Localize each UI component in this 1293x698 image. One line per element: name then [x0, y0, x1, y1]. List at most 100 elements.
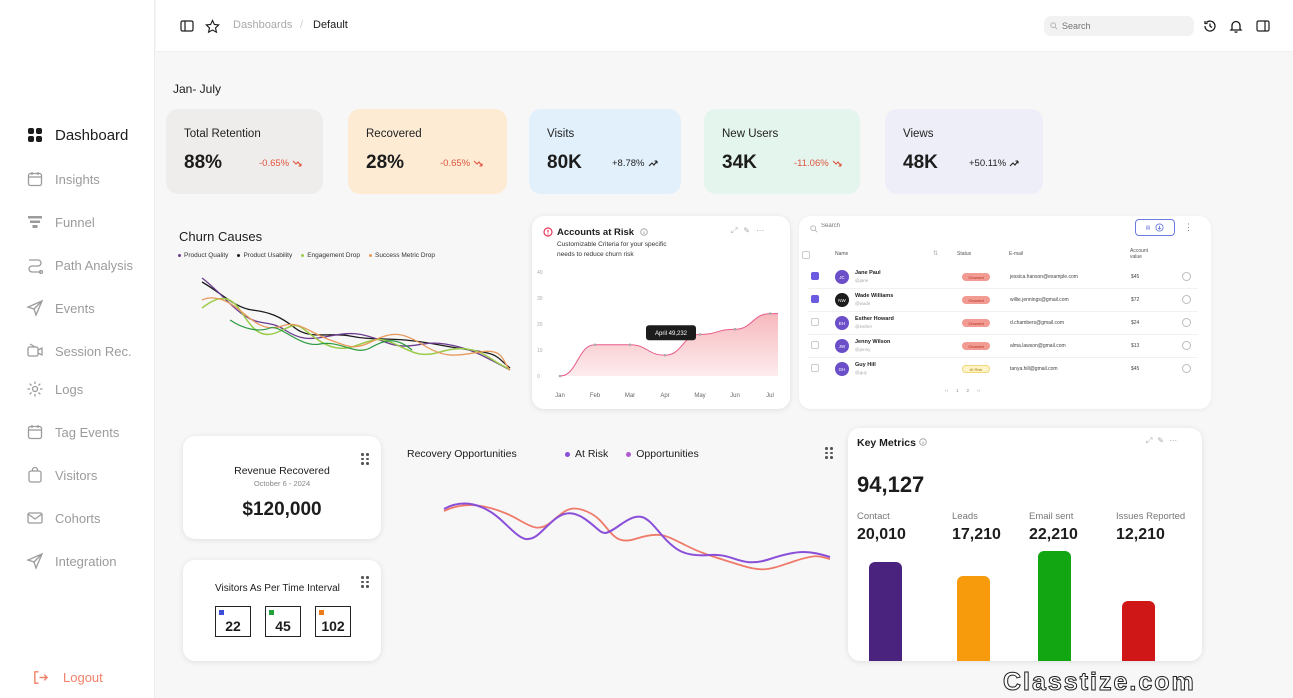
- metric-value: 20,010: [857, 526, 906, 543]
- more-vertical-icon[interactable]: ⋮: [1184, 222, 1193, 232]
- breadcrumb-parent[interactable]: Dashboards: [233, 19, 293, 31]
- y-tick-label: 40: [537, 270, 543, 276]
- search-box[interactable]: [1044, 16, 1194, 36]
- table-row[interactable]: JC Jane Paul @jane Churned jessica.hanso…: [808, 266, 1198, 289]
- table-row[interactable]: JW Jenny Wilson @jenny Churned alma.laws…: [808, 335, 1198, 358]
- recovery-title: Recovery Opportunities: [407, 448, 517, 460]
- series-line-opportunities: [443, 504, 831, 571]
- edit-icon[interactable]: ✎: [743, 226, 751, 235]
- col-header-name[interactable]: Name: [835, 251, 849, 257]
- funnel-icon: [28, 216, 42, 228]
- pagination: ‹‹ 1 2 ››: [945, 388, 980, 393]
- select-all-checkbox[interactable]: [802, 251, 810, 259]
- bar-issues-reported: [1122, 600, 1155, 661]
- color-swatch: [319, 610, 324, 615]
- row-checkbox[interactable]: [811, 318, 819, 326]
- sidebar-item-tag-events[interactable]: Tag Events: [26, 423, 119, 441]
- sidebar-item-cohorts[interactable]: Cohorts: [26, 509, 101, 527]
- row-checkbox[interactable]: [811, 341, 819, 349]
- avatar: GH: [835, 362, 849, 376]
- watermark: Classtize.com: [1003, 668, 1196, 697]
- history-icon[interactable]: [1201, 17, 1219, 35]
- edit-icon[interactable]: ✎: [1157, 436, 1165, 445]
- status-badge: Churned: [962, 319, 990, 327]
- col-header-email[interactable]: E-mail: [1009, 251, 1024, 257]
- bell-icon[interactable]: [1227, 17, 1245, 35]
- table-action-button[interactable]: ▤: [1135, 219, 1175, 236]
- page-prev[interactable]: ‹‹: [945, 388, 948, 393]
- stat-value: 88%: [184, 152, 223, 173]
- panel-toggle-icon[interactable]: [1254, 17, 1272, 35]
- table-row[interactable]: EH Esther Howard @esther Churned d.chamb…: [808, 312, 1198, 335]
- row-action-icon[interactable]: [1182, 341, 1191, 350]
- table-row[interactable]: NW Wade Williams @wade Churned willie.je…: [808, 289, 1198, 312]
- sidebar-item-integration[interactable]: Integration: [26, 552, 116, 570]
- sidebar-item-path-analysis[interactable]: Path Analysis: [26, 256, 133, 274]
- accounts-table-card: ▤ ⋮ Name ⇅ Status E-mail Account value ‹…: [799, 216, 1211, 409]
- expand-icon[interactable]: ⤢: [731, 226, 738, 235]
- breadcrumb-current: Default: [313, 19, 348, 31]
- row-action-icon[interactable]: [1182, 295, 1191, 304]
- y-tick-label: 0: [537, 374, 540, 380]
- x-tick-label: Jul: [766, 393, 774, 399]
- x-tick-label: Apr: [660, 393, 669, 399]
- x-tick-label: May: [694, 393, 705, 399]
- interval-box: 45: [265, 606, 301, 637]
- sidebar-item-visitors[interactable]: Visitors: [26, 466, 97, 484]
- sidebar-item-session-rec[interactable]: Session Rec.: [26, 342, 132, 360]
- data-point: [628, 343, 632, 347]
- data-point: [593, 343, 597, 347]
- sidebar-toggle-icon[interactable]: [178, 17, 196, 35]
- star-icon[interactable]: [203, 17, 221, 35]
- key-metrics-total: 94,127: [857, 472, 925, 497]
- row-action-icon[interactable]: [1182, 272, 1191, 281]
- sidebar-item-events[interactable]: Events: [26, 299, 95, 317]
- col-header-status[interactable]: Status: [957, 251, 972, 257]
- sidebar-item-funnel[interactable]: Funnel: [26, 213, 95, 231]
- legend-label: Product Quality: [184, 252, 229, 259]
- page-next[interactable]: ››: [977, 388, 981, 393]
- row-email: alma.lawson@gmail.com: [1010, 343, 1066, 349]
- row-action-icon[interactable]: [1182, 318, 1191, 327]
- sidebar-item-insights[interactable]: Insights: [26, 170, 100, 188]
- row-checkbox[interactable]: [811, 272, 819, 280]
- row-checkbox[interactable]: [811, 295, 819, 303]
- more-icon[interactable]: ⋯: [756, 226, 765, 235]
- stat-card-visits: Visits 80K +8.78%: [529, 109, 681, 194]
- search-input[interactable]: [1062, 21, 1172, 31]
- row-name: Jenny Wilson: [855, 339, 891, 345]
- sort-icon[interactable]: ⇅: [933, 251, 939, 257]
- row-username: @jane: [855, 278, 869, 283]
- calendar-icon: [27, 172, 43, 187]
- x-tick-label: Feb: [590, 393, 601, 399]
- expand-icon[interactable]: ⤢: [1146, 436, 1153, 445]
- row-amount: $13: [1131, 343, 1140, 349]
- row-checkbox[interactable]: [811, 364, 819, 372]
- trend-up-icon: [648, 160, 658, 167]
- row-email: tanya.hill@gmail.com: [1010, 366, 1058, 372]
- sidebar-item-label: Visitors: [55, 467, 98, 483]
- stat-change: -0.65%: [440, 158, 483, 169]
- sidebar-item-logs[interactable]: Logs: [26, 380, 83, 398]
- search-icon: [1050, 22, 1058, 30]
- info-icon[interactable]: [640, 228, 648, 236]
- y-tick-label: 20: [537, 322, 543, 328]
- more-icon[interactable]: ⋯: [1169, 436, 1178, 445]
- sidebar-item-dashboard[interactable]: Dashboard: [26, 126, 128, 144]
- table-search-input[interactable]: [821, 223, 901, 229]
- breadcrumb-separator: /: [300, 19, 304, 31]
- stat-value: 48K: [903, 152, 938, 173]
- page-2[interactable]: 2: [966, 388, 970, 393]
- page-1[interactable]: 1: [956, 388, 959, 393]
- row-email: d.chambers@gmail.com: [1010, 320, 1064, 326]
- stat-value: 28%: [366, 152, 405, 173]
- logout-button[interactable]: Logout: [32, 669, 103, 686]
- row-action-icon[interactable]: [1182, 364, 1191, 373]
- drag-handle-icon[interactable]: [361, 576, 369, 588]
- info-icon[interactable]: [919, 438, 927, 446]
- stat-label: Recovered: [366, 128, 422, 140]
- table-row[interactable]: GH Guy Hill @guy At Risk tanya.hill@gmai…: [808, 358, 1198, 381]
- col-header-account-value[interactable]: Account value: [1130, 248, 1149, 260]
- drag-handle-icon[interactable]: [825, 447, 833, 459]
- drag-handle-icon[interactable]: [361, 453, 369, 465]
